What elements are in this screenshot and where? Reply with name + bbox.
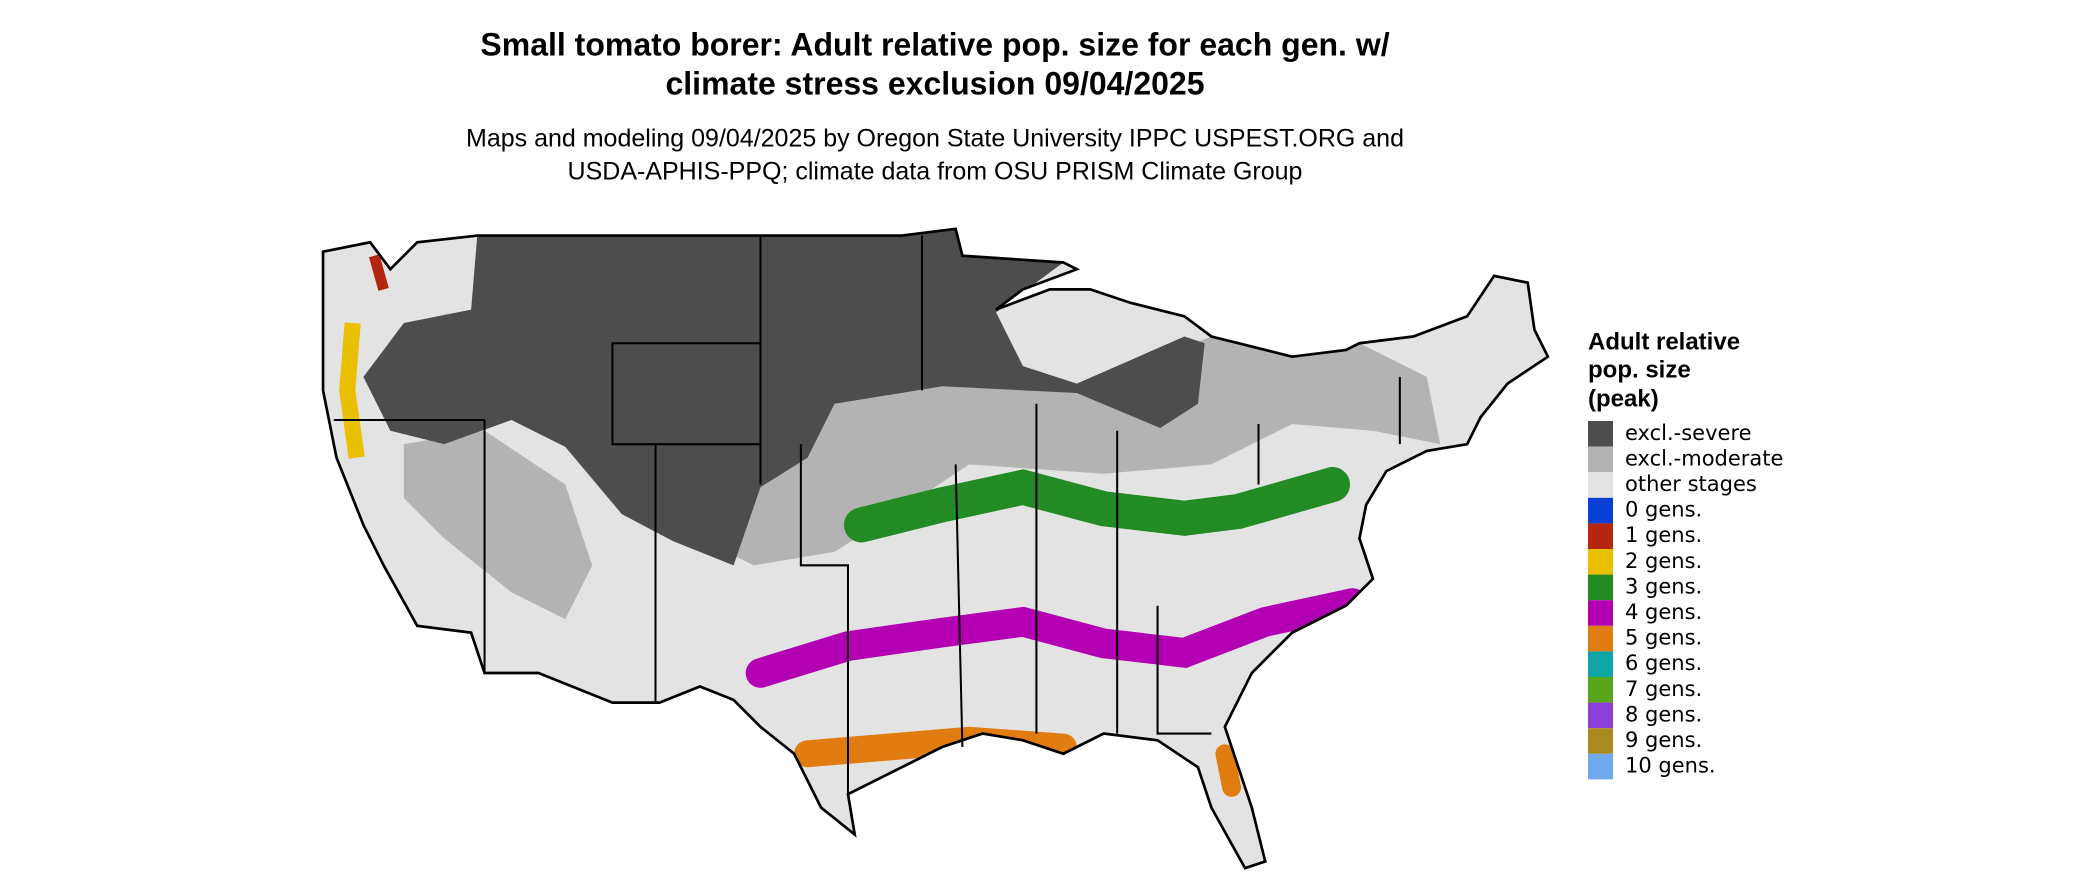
map-band [369, 254, 389, 291]
legend-title: (peak) [1588, 385, 1659, 412]
legend-label: 5 gens. [1625, 626, 1702, 650]
legend-title: pop. size [1588, 356, 1691, 383]
legend-swatch [1588, 421, 1613, 447]
legend-swatch [1588, 728, 1613, 754]
legend-swatch [1588, 600, 1613, 626]
us-map [321, 227, 1550, 870]
legend-label: 4 gens. [1625, 600, 1702, 624]
legend-label: other stages [1625, 472, 1757, 496]
legend-swatch [1588, 753, 1613, 780]
map-region [363, 228, 1205, 566]
title-line: Small tomato borer: Adult relative pop. … [480, 26, 1389, 62]
legend-label: 10 gens. [1625, 754, 1716, 778]
legend-swatch [1588, 446, 1613, 473]
legend-label: 7 gens. [1625, 677, 1702, 701]
legend-title: Adult relative [1588, 328, 1740, 355]
legend-swatch [1588, 497, 1613, 524]
map-band [1215, 744, 1242, 797]
legend-swatch [1588, 574, 1613, 601]
state-borders [333, 235, 1401, 795]
legend-label: 8 gens. [1625, 702, 1702, 726]
legend-label: 6 gens. [1625, 651, 1702, 675]
legend-label: 9 gens. [1625, 728, 1702, 752]
legend-swatch [1588, 523, 1613, 549]
legend-swatch [1588, 677, 1613, 703]
legend-label: 1 gens. [1625, 523, 1702, 547]
map-region [403, 430, 593, 620]
legend-swatch [1588, 472, 1613, 498]
subtitle-line: Maps and modeling 09/04/2025 by Oregon S… [466, 125, 1404, 153]
legend-swatch [1588, 625, 1613, 652]
map-band [745, 588, 1368, 688]
legend-label: 3 gens. [1625, 574, 1702, 598]
legend-label: excl.-severe [1625, 421, 1752, 445]
map-band [843, 467, 1351, 543]
legend-label: 2 gens. [1625, 549, 1702, 573]
subtitle-line: USDA-APHIS-PPQ; climate data from OSU PR… [568, 158, 1303, 186]
legend-swatch [1588, 702, 1613, 729]
legend-label: excl.-moderate [1625, 446, 1783, 470]
map-band [339, 322, 365, 459]
title-line: climate stress exclusion 09/04/2025 [665, 65, 1204, 101]
legend-swatch [1588, 549, 1613, 575]
legend-swatch [1588, 651, 1613, 677]
legend-label: 0 gens. [1625, 498, 1702, 522]
